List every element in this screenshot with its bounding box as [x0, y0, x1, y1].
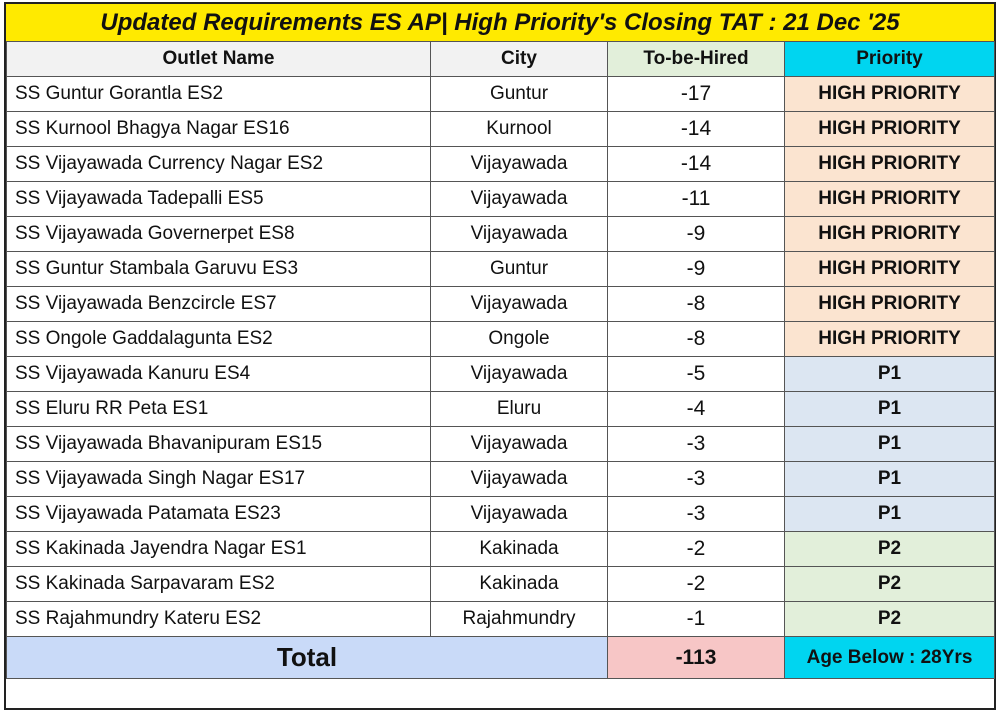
table-row: SS Kakinada Jayendra Nagar ES1 Kakinada -2…	[6, 531, 995, 567]
to-be-hired-cell: -9	[607, 251, 785, 287]
priority-cell: P2	[784, 531, 995, 567]
outlet-name-cell: SS Vijayawada Currency Nagar ES2	[6, 146, 431, 182]
priority-cell: P2	[784, 566, 995, 602]
outlet-name-cell: SS Vijayawada Governerpet ES8	[6, 216, 431, 252]
city-cell: Kakinada	[430, 566, 608, 602]
outlet-name-cell: SS Guntur Stambala Garuvu ES3	[6, 251, 431, 287]
outlet-name-cell: SS Kakinada Jayendra Nagar ES1	[6, 531, 431, 567]
table-row: SS Eluru RR Peta ES1 Eluru -4 P1	[6, 391, 995, 427]
city-cell: Rajahmundry	[430, 601, 608, 637]
header-to-be-hired: To-be-Hired	[607, 41, 785, 77]
outlet-name-cell: SS Guntur Gorantla ES2	[6, 76, 431, 112]
header-city: City	[430, 41, 608, 77]
priority-cell: HIGH PRIORITY	[784, 216, 995, 252]
table-row: SS Kakinada Sarpavaram ES2 Kakinada -2 P2	[6, 566, 995, 602]
to-be-hired-cell: -4	[607, 391, 785, 427]
to-be-hired-cell: -14	[607, 111, 785, 147]
table-row: SS Vijayawada Patamata ES23 Vijayawada -3 P…	[6, 496, 995, 532]
total-label: Total	[6, 636, 608, 679]
outlet-name-cell: SS Kakinada Sarpavaram ES2	[6, 566, 431, 602]
to-be-hired-cell: -8	[607, 286, 785, 322]
table-row: SS Vijayawada Governerpet ES8 Vijayawada -…	[6, 216, 995, 252]
city-cell: Kurnool	[430, 111, 608, 147]
priority-cell: P1	[784, 356, 995, 392]
to-be-hired-cell: -5	[607, 356, 785, 392]
outlet-name-cell: SS Ongole Gaddalagunta ES2	[6, 321, 431, 357]
to-be-hired-cell: -8	[607, 321, 785, 357]
city-cell: Vijayawada	[430, 426, 608, 462]
table-row: SS Vijayawada Kanuru ES4 Vijayawada -5 P1	[6, 356, 995, 392]
to-be-hired-cell: -9	[607, 216, 785, 252]
city-cell: Vijayawada	[430, 181, 608, 217]
table-row: SS Vijayawada Currency Nagar ES2 Vijayawa…	[6, 146, 995, 182]
header-outlet: Outlet Name	[6, 41, 431, 77]
sheet-title: Updated Requirements ES AP| High Priorit…	[6, 4, 994, 43]
requirements-table: Outlet Name City To-be-Hired Priority SS…	[6, 41, 995, 679]
table-row: SS Rajahmundry Kateru ES2 Rajahmundry -1 P2	[6, 601, 995, 637]
city-cell: Eluru	[430, 391, 608, 427]
to-be-hired-cell: -14	[607, 146, 785, 182]
outlet-name-cell: SS Kurnool Bhagya Nagar ES16	[6, 111, 431, 147]
priority-cell: P2	[784, 601, 995, 637]
table-row: SS Kurnool Bhagya Nagar ES16 Kurnool -14 HI…	[6, 111, 995, 147]
city-cell: Vijayawada	[430, 356, 608, 392]
city-cell: Kakinada	[430, 531, 608, 567]
priority-cell: HIGH PRIORITY	[784, 321, 995, 357]
priority-cell: HIGH PRIORITY	[784, 146, 995, 182]
priority-cell: HIGH PRIORITY	[784, 286, 995, 322]
outlet-name-cell: SS Vijayawada Patamata ES23	[6, 496, 431, 532]
table-row: SS Vijayawada Bhavanipuram ES15 Vijayawad…	[6, 426, 995, 462]
priority-cell: P1	[784, 426, 995, 462]
priority-cell: HIGH PRIORITY	[784, 251, 995, 287]
city-cell: Ongole	[430, 321, 608, 357]
table-row: SS Ongole Gaddalagunta ES2 Ongole -8 HIGH P…	[6, 321, 995, 357]
header-priority: Priority	[784, 41, 995, 77]
priority-cell: HIGH PRIORITY	[784, 181, 995, 217]
to-be-hired-cell: -11	[607, 181, 785, 217]
priority-cell: P1	[784, 391, 995, 427]
table-row: SS Guntur Stambala Garuvu ES3 Guntur -9 HIG…	[6, 251, 995, 287]
city-cell: Vijayawada	[430, 461, 608, 497]
outlet-name-cell: SS Vijayawada Singh Nagar ES17	[6, 461, 431, 497]
outlet-name-cell: SS Eluru RR Peta ES1	[6, 391, 431, 427]
outlet-name-cell: SS Vijayawada Tadepalli ES5	[6, 181, 431, 217]
priority-cell: HIGH PRIORITY	[784, 111, 995, 147]
outlet-name-cell: SS Vijayawada Bhavanipuram ES15	[6, 426, 431, 462]
to-be-hired-cell: -3	[607, 426, 785, 462]
outlet-name-cell: SS Vijayawada Benzcircle ES7	[6, 286, 431, 322]
priority-cell: P1	[784, 461, 995, 497]
total-value: -113	[607, 636, 785, 679]
to-be-hired-cell: -2	[607, 566, 785, 602]
priority-cell: HIGH PRIORITY	[784, 76, 995, 112]
to-be-hired-cell: -17	[607, 76, 785, 112]
table-row: SS Vijayawada Benzcircle ES7 Vijayawada -8…	[6, 286, 995, 322]
table-row: SS Vijayawada Singh Nagar ES17 Vijayawada…	[6, 461, 995, 497]
header-row: Outlet Name City To-be-Hired Priority	[6, 41, 995, 77]
table-row: SS Vijayawada Tadepalli ES5 Vijayawada -11…	[6, 181, 995, 217]
city-cell: Vijayawada	[430, 146, 608, 182]
city-cell: Guntur	[430, 76, 608, 112]
city-cell: Guntur	[430, 251, 608, 287]
to-be-hired-cell: -2	[607, 531, 785, 567]
to-be-hired-cell: -3	[607, 461, 785, 497]
city-cell: Vijayawada	[430, 286, 608, 322]
total-row: Total -113 Age Below : 28Yrs	[6, 636, 995, 679]
city-cell: Vijayawada	[430, 496, 608, 532]
to-be-hired-cell: -1	[607, 601, 785, 637]
to-be-hired-cell: -3	[607, 496, 785, 532]
outlet-name-cell: SS Vijayawada Kanuru ES4	[6, 356, 431, 392]
age-note: Age Below : 28Yrs	[784, 636, 995, 679]
priority-cell: P1	[784, 496, 995, 532]
requirements-sheet: Updated Requirements ES AP| High Priorit…	[4, 2, 996, 710]
outlet-name-cell: SS Rajahmundry Kateru ES2	[6, 601, 431, 637]
city-cell: Vijayawada	[430, 216, 608, 252]
table-row: SS Guntur Gorantla ES2 Guntur -17 HIGH PRIO…	[6, 76, 995, 112]
